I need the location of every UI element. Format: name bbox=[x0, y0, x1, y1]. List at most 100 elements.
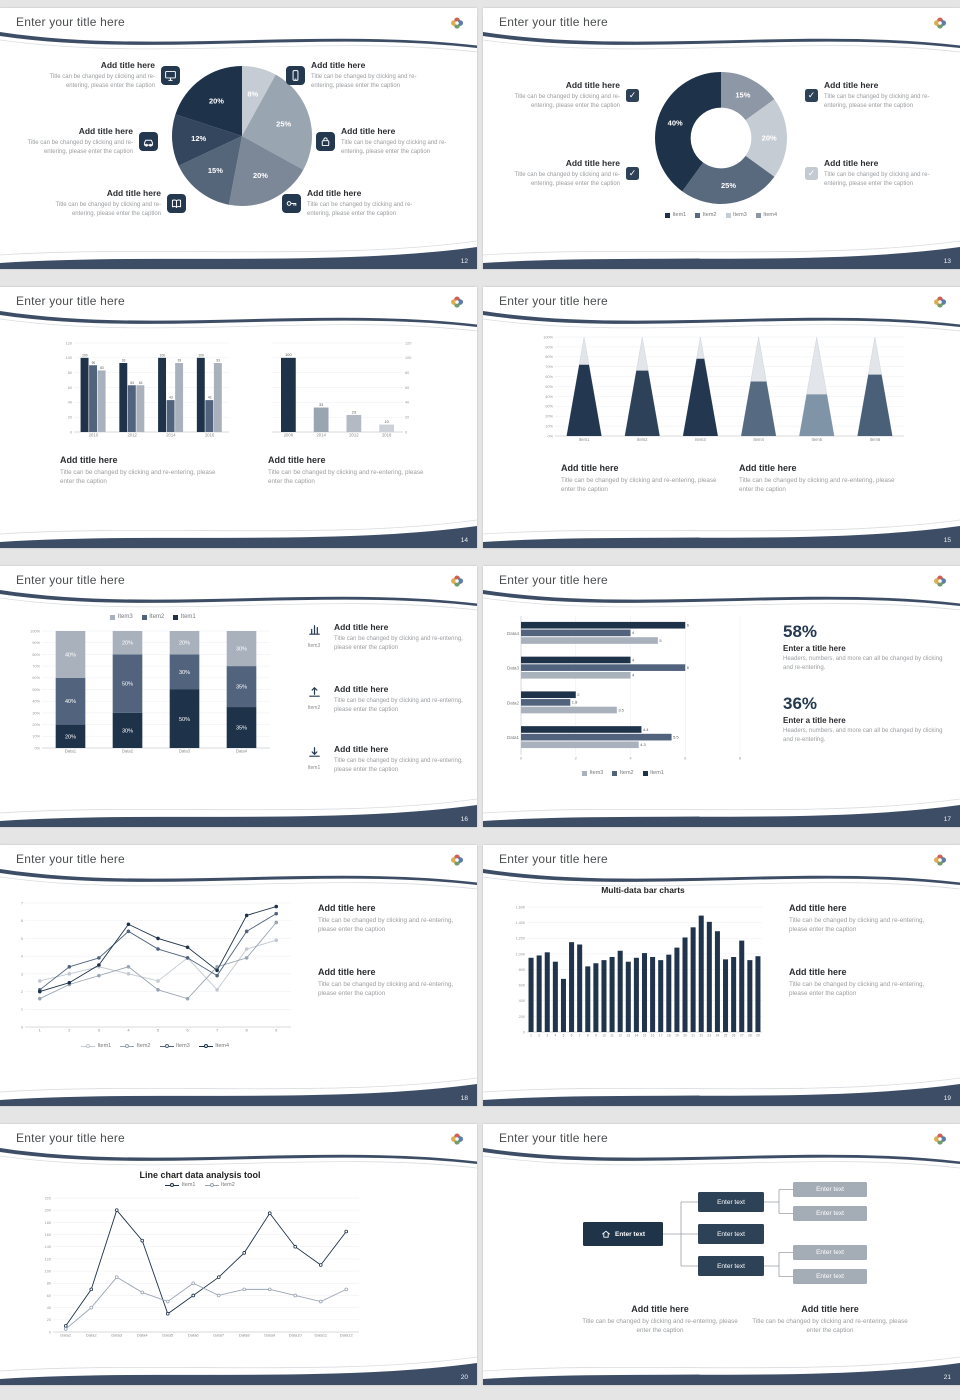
svg-text:0: 0 bbox=[21, 1025, 23, 1029]
svg-text:3: 3 bbox=[546, 1034, 548, 1038]
diagram-leaf-node: Enter text bbox=[793, 1245, 867, 1260]
slide-page-19[interactable]: Enter your title here Multi-data bar cha… bbox=[483, 845, 960, 1106]
svg-text:80: 80 bbox=[405, 371, 409, 375]
svg-text:6: 6 bbox=[186, 1028, 189, 1033]
svg-text:8: 8 bbox=[739, 756, 742, 761]
slide-page-21[interactable]: Enter your title here Enter text Enter t… bbox=[483, 1124, 960, 1385]
svg-text:43: 43 bbox=[208, 396, 212, 400]
slide-page-15[interactable]: Enter your title here 0% 10% 20% 30% 40% 50% 6… bbox=[483, 287, 960, 548]
svg-text:Data3: Data3 bbox=[507, 666, 520, 671]
top-swoosh-decoration bbox=[0, 1148, 477, 1169]
svg-text:5.5: 5.5 bbox=[673, 734, 679, 739]
block-caption: Title can be changed by clicking and re-… bbox=[55, 201, 161, 217]
svg-text:63: 63 bbox=[139, 381, 143, 385]
block-title: Add title here bbox=[824, 158, 879, 168]
slide-page-13[interactable]: Enter your title here 15% 20% 25% 40% Item1… bbox=[483, 8, 960, 269]
svg-text:6: 6 bbox=[21, 919, 23, 923]
icon-label: Item3 bbox=[307, 643, 321, 649]
icon-text-row: Item3 Add title here Title can be change… bbox=[300, 622, 468, 653]
svg-text:Data1: Data1 bbox=[65, 749, 77, 754]
feature-block: Add title here Title can be changed by c… bbox=[36, 188, 186, 219]
block-title: Add title here bbox=[565, 158, 620, 168]
svg-text:80%: 80% bbox=[545, 355, 553, 359]
svg-text:9: 9 bbox=[595, 1034, 597, 1038]
svg-text:20%: 20% bbox=[209, 96, 224, 105]
svg-text:7: 7 bbox=[216, 1028, 219, 1033]
svg-text:12%: 12% bbox=[191, 134, 206, 143]
svg-text:20: 20 bbox=[405, 416, 409, 420]
svg-text:24: 24 bbox=[716, 1034, 720, 1038]
block-caption: Title can be changed by clicking and re-… bbox=[49, 73, 155, 89]
svg-text:20%: 20% bbox=[65, 734, 76, 740]
svg-text:4: 4 bbox=[632, 630, 635, 635]
svg-text:100: 100 bbox=[198, 353, 204, 357]
svg-text:400: 400 bbox=[519, 999, 525, 1003]
block-title: Add title here bbox=[631, 1304, 689, 1314]
block-caption: Title can be changed by clicking and re-… bbox=[334, 697, 463, 713]
block-caption: Title can be changed by clicking and re-… bbox=[514, 171, 620, 187]
text-block: Add title here Title can be changed by c… bbox=[318, 967, 466, 999]
checkbox-block: ✓ Add title here Title can be changed by… bbox=[805, 80, 947, 111]
svg-text:80: 80 bbox=[68, 371, 72, 375]
svg-text:5: 5 bbox=[21, 937, 23, 941]
svg-text:100: 100 bbox=[66, 356, 72, 360]
svg-text:6: 6 bbox=[687, 665, 690, 670]
svg-text:93: 93 bbox=[216, 359, 220, 363]
svg-text:60: 60 bbox=[47, 1294, 51, 1298]
svg-text:100: 100 bbox=[45, 1269, 51, 1273]
slide-page-17[interactable]: Enter your title here 0 2 4 6 8 6 4 5 Data4 4 6 4 Da… bbox=[483, 566, 960, 827]
block-title: Add title here bbox=[311, 60, 366, 70]
svg-text:4: 4 bbox=[554, 1034, 556, 1038]
block-caption: Title can be changed by clicking and re-… bbox=[27, 139, 133, 155]
stat-value: 58% bbox=[783, 622, 818, 641]
svg-text:20%: 20% bbox=[122, 641, 133, 647]
block-title: Add title here bbox=[334, 744, 389, 754]
svg-text:40%: 40% bbox=[32, 700, 40, 704]
block-title: Add title here bbox=[334, 684, 389, 694]
block-caption: Title can be changed by clicking and re-… bbox=[824, 171, 930, 187]
page-number: 17 bbox=[943, 816, 951, 823]
svg-text:Data2: Data2 bbox=[507, 700, 520, 705]
bottom-swoosh-decoration bbox=[483, 1077, 960, 1106]
brand-logo-icon bbox=[934, 296, 947, 308]
slide-page-14[interactable]: Enter your title here 0 20 40 60 80 100 120 100… bbox=[0, 287, 477, 548]
svg-text:60: 60 bbox=[68, 386, 72, 390]
book-icon bbox=[167, 194, 186, 214]
page-number: 16 bbox=[460, 816, 468, 823]
slide-page-20[interactable]: Enter your title here Line chart data an… bbox=[0, 1124, 477, 1385]
slide-page-16[interactable]: Enter your title here Item3 Item2 Item1 0%… bbox=[0, 566, 477, 827]
svg-text:90: 90 bbox=[92, 361, 96, 365]
svg-text:0: 0 bbox=[520, 756, 523, 761]
stat-block: 58% Enter a title here Headers, numbers,… bbox=[783, 622, 943, 674]
legend-item: Item2 bbox=[120, 1043, 151, 1049]
svg-text:220: 220 bbox=[45, 1196, 51, 1200]
svg-text:0: 0 bbox=[49, 1330, 51, 1334]
checkbox-block: Add title here Title can be changed by c… bbox=[497, 158, 639, 189]
block-caption: Title can be changed by clicking and re-… bbox=[824, 93, 930, 109]
svg-text:25: 25 bbox=[724, 1034, 728, 1038]
svg-text:4.3: 4.3 bbox=[640, 742, 646, 747]
svg-text:6: 6 bbox=[684, 756, 687, 761]
svg-text:15%: 15% bbox=[735, 91, 750, 100]
svg-text:Item1: Item1 bbox=[579, 437, 590, 442]
svg-text:19: 19 bbox=[675, 1034, 679, 1038]
svg-text:10: 10 bbox=[602, 1034, 606, 1038]
icon-label: Item2 bbox=[307, 705, 321, 711]
legend-item: Item2 bbox=[204, 1182, 235, 1188]
block-title: Add title here bbox=[334, 622, 389, 632]
slide-page-12[interactable]: Enter your title here 8% 25% 20% 15% 12% 20% … bbox=[0, 8, 477, 269]
svg-text:25%: 25% bbox=[276, 119, 291, 128]
svg-text:83: 83 bbox=[100, 366, 104, 370]
diagram-leaf-node: Enter text bbox=[793, 1182, 867, 1197]
brand-logo-icon bbox=[934, 854, 947, 866]
svg-text:30%: 30% bbox=[122, 728, 133, 734]
svg-text:40%: 40% bbox=[545, 395, 553, 399]
top-swoosh-decoration bbox=[483, 32, 960, 53]
brand-logo-icon bbox=[451, 854, 464, 866]
svg-text:20%: 20% bbox=[253, 171, 268, 180]
node-label: Enter text bbox=[717, 1230, 745, 1238]
block-title: Add title here bbox=[565, 80, 620, 90]
